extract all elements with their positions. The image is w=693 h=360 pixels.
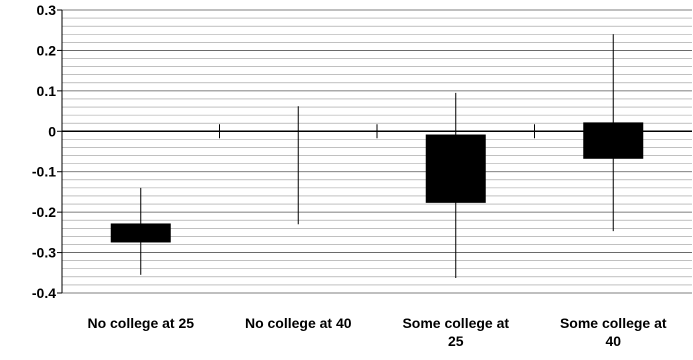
category-label: 40 (605, 333, 621, 349)
y-tick-label: 0 (48, 123, 56, 139)
y-tick-label: -0.2 (32, 204, 56, 220)
box-4 (583, 122, 644, 159)
x-axis-category-labels: No college at 25 No college at 40 Some col… (87, 315, 666, 349)
box-1 (110, 223, 171, 243)
y-tick-label: -0.4 (32, 285, 56, 301)
y-tick-label: 0.2 (37, 42, 57, 58)
y-tick-label: -0.3 (32, 245, 56, 261)
chart-marks (110, 34, 644, 279)
category-label: Some college at (402, 315, 509, 331)
box-3 (425, 134, 486, 203)
category-label: No college at 40 (245, 315, 352, 331)
category-label: Some college at (560, 315, 667, 331)
category-label: 25 (448, 333, 464, 349)
y-axis-tick-labels: 0.3 0.2 0.1 0 -0.1 -0.2 -0.3 -0.4 (32, 2, 62, 301)
y-tick-label: -0.1 (32, 164, 56, 180)
category-boundary-ticks (219, 124, 535, 139)
category-label: No college at 25 (87, 315, 194, 331)
y-tick-label: 0.3 (37, 2, 57, 18)
y-tick-label: 0.1 (37, 83, 57, 99)
